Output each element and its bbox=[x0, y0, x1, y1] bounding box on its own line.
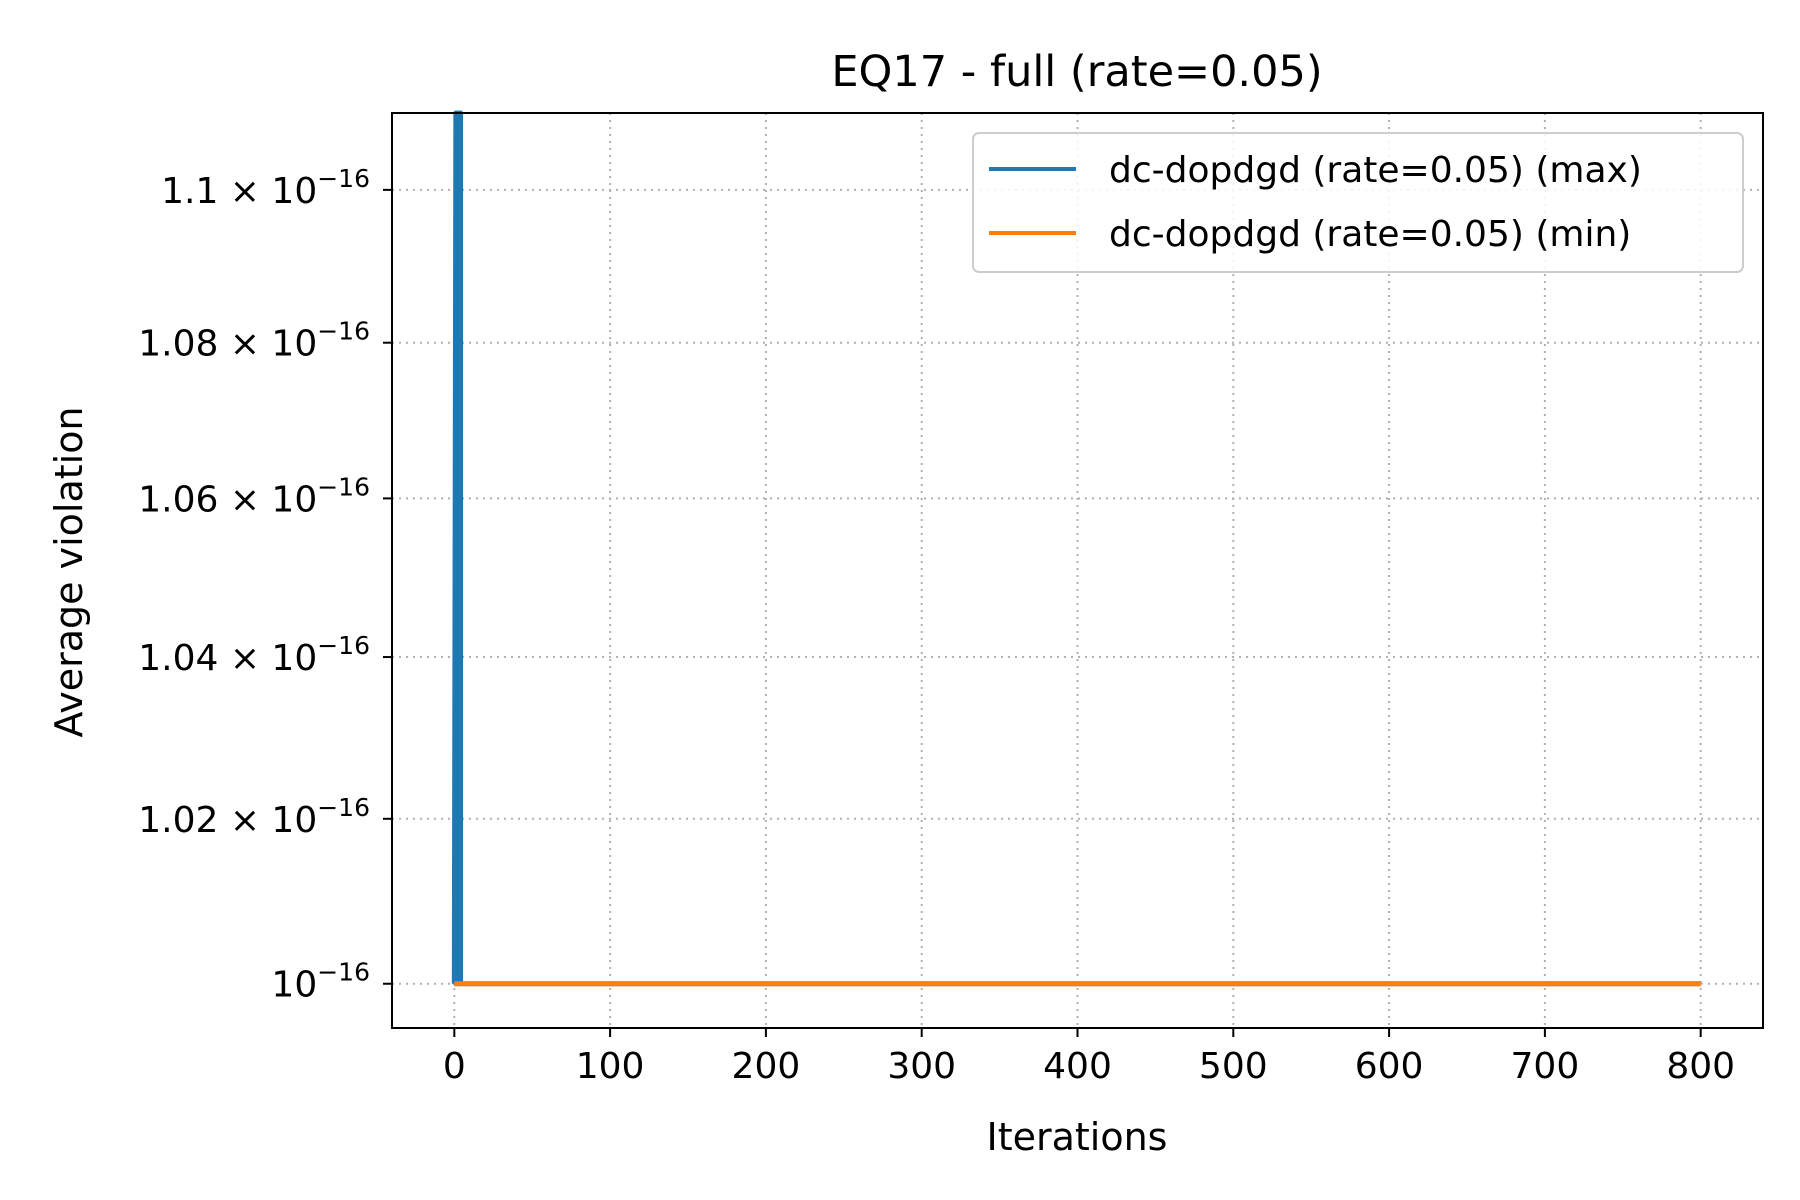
x-tick-label: 500 bbox=[1199, 1046, 1268, 1087]
x-tick-label: 0 bbox=[443, 1046, 466, 1087]
x-tick-label: 400 bbox=[1043, 1046, 1112, 1087]
x-tick-label: 800 bbox=[1666, 1046, 1735, 1087]
y-axis-ticks: 10−16 1.02 × 10−16 1.04 × 10−16 1.06 × 10−1… bbox=[138, 164, 392, 1006]
chart-title: EQ17 - full (rate=0.05) bbox=[831, 47, 1322, 97]
legend-label: dc-dopdgd (rate=0.05) (max) bbox=[1109, 150, 1642, 191]
y-tick-label: 1.1 × 10−16 bbox=[161, 164, 370, 212]
y-tick-label: 1.06 × 10−16 bbox=[138, 472, 370, 520]
x-tick-label: 100 bbox=[576, 1046, 645, 1087]
y-tick-label: 10−16 bbox=[271, 958, 370, 1006]
y-tick-label: 1.04 × 10−16 bbox=[138, 631, 370, 679]
x-tick-label: 200 bbox=[732, 1046, 801, 1087]
legend: dc-dopdgd (rate=0.05) (max) dc-dopdgd (ra… bbox=[972, 132, 1744, 273]
series-line-max bbox=[451, 110, 1701, 987]
y-axis-label: Average violation bbox=[47, 406, 91, 737]
x-axis-label: Iterations bbox=[987, 1115, 1168, 1159]
x-tick-label: 600 bbox=[1355, 1046, 1424, 1087]
legend-label: dc-dopdgd (rate=0.05) (min) bbox=[1109, 214, 1631, 255]
x-tick-label: 700 bbox=[1511, 1046, 1580, 1087]
plot-lines bbox=[451, 110, 1701, 987]
y-tick-label: 1.02 × 10−16 bbox=[138, 793, 370, 841]
y-tick-label: 1.08 × 10−16 bbox=[138, 317, 370, 365]
legend-box bbox=[972, 132, 1744, 273]
x-axis-ticks: 0 100 200 300 400 500 600 700 800 bbox=[443, 1028, 1735, 1087]
x-tick-label: 300 bbox=[887, 1046, 956, 1087]
